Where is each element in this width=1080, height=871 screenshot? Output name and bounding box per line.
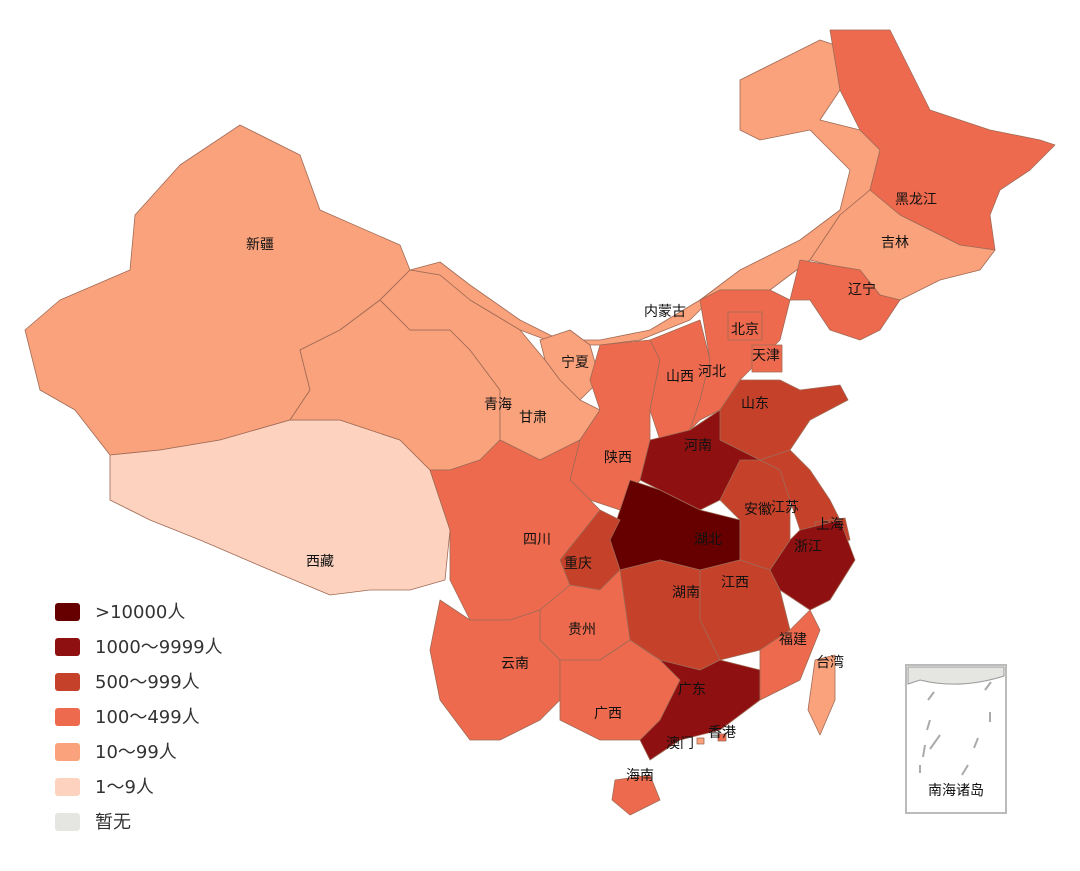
region-label: 江苏 [771,500,799,516]
region-label: 广西 [594,706,622,722]
region-label: 西藏 [306,554,334,570]
inset-frame [905,664,1007,814]
region-label: 浙江 [794,539,822,555]
region-label: 澳门 [666,736,694,752]
region [789,259,901,341]
legend-label: >10000人 [95,602,185,623]
region-label: 河南 [684,438,712,454]
region [611,774,661,816]
region-label: 山西 [666,369,694,385]
region-label: 吉林 [881,235,909,251]
region [829,29,1056,251]
region-label: 重庆 [564,556,592,572]
region-label: 黑龙江 [895,192,937,208]
region [696,737,705,745]
region-label: 福建 [779,632,807,648]
region [719,379,849,461]
region-label: 广东 [678,682,706,698]
region [639,659,761,761]
legend-label: 500～999人 [95,672,200,693]
inset-label: 南海诸岛 [928,783,984,799]
region [807,654,836,736]
region-label: 甘肃 [519,410,547,426]
region-label: 宁夏 [561,354,589,371]
region-label: 山东 [741,396,769,412]
legend-swatch [55,638,80,656]
region-label: 陕西 [604,450,632,466]
region [109,419,451,596]
region-label: 天津 [752,348,780,364]
region-label: 四川 [523,532,551,548]
legend-swatch [55,778,80,796]
region [539,329,601,401]
region-label: 湖南 [672,585,700,601]
region-label: 辽宁 [848,281,876,298]
legend-swatch [55,743,80,761]
region-label: 云南 [501,656,529,672]
inset: 南海诸岛 [905,664,1007,814]
inset-land [907,666,1005,685]
legend-swatch [55,603,80,621]
region-label: 贵州 [568,622,596,638]
region-label: 海南 [626,768,654,784]
region-label: 香港 [708,725,736,741]
inset-islands [919,681,992,776]
region [717,733,727,742]
legend-swatch [55,708,80,726]
region-label: 江西 [721,575,749,591]
region-label: 上海 [816,517,844,533]
legend-label: 1000～9999人 [95,637,223,658]
region-label: 北京 [731,322,759,338]
legend-label: 100～499人 [95,707,200,728]
legend-swatch [55,813,80,831]
region-label: 安徽 [744,502,772,518]
legend-label: 暂无 [95,812,131,833]
regions [24,29,1056,816]
legend-label: 1～9人 [95,777,154,798]
legend-swatch [55,673,80,691]
region [751,344,783,373]
region-label: 湖北 [694,532,722,548]
region-label: 台湾 [816,654,844,671]
region-label: 新疆 [246,237,274,253]
region [759,609,821,701]
legend-label: 10～99人 [95,742,177,763]
legend: >10000人 1000～9999人 500～999人 100～499人 10～99人 1… [55,602,223,833]
region [727,311,763,341]
region-label: 内蒙古 [644,304,686,320]
region-label: 河北 [698,364,726,380]
region-label: 青海 [484,397,512,413]
